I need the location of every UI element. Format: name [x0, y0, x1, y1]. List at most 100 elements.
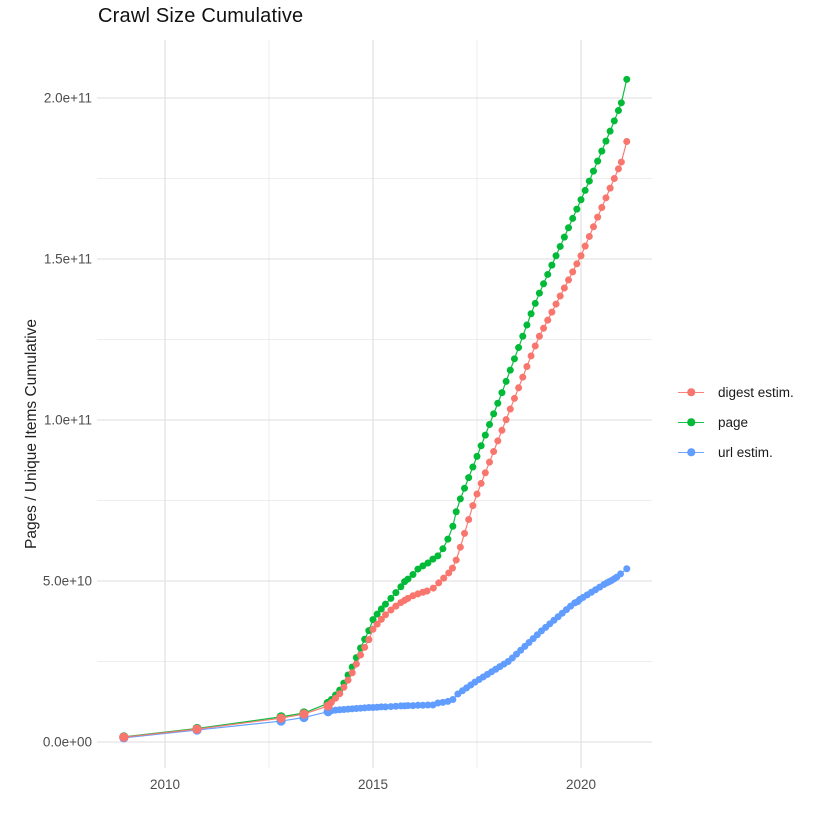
series-point-digest-estim	[192, 724, 202, 734]
series-point-page	[381, 600, 389, 608]
series-point-page	[485, 421, 493, 429]
x-tick-label: 2020	[566, 777, 596, 792]
series-point-digest-estim	[556, 292, 564, 300]
series-point-url-estim	[623, 565, 631, 573]
legend-key-dot	[687, 418, 695, 426]
series-point-digest-estim	[423, 587, 431, 595]
series-point-page	[498, 389, 506, 397]
legend-key-icon	[676, 387, 706, 397]
series-point-digest-estim	[623, 137, 631, 145]
series-point-url-estim	[381, 703, 389, 711]
series-line-page	[123, 79, 628, 738]
series-point-page	[429, 555, 437, 563]
series-line-url-estim	[123, 568, 628, 739]
series-point-page	[594, 157, 602, 165]
legend: digest estim. page url estim.	[676, 377, 794, 467]
series-point-digest-estim	[573, 260, 581, 268]
series-point-digest-estim	[565, 276, 573, 284]
series-point-digest-estim	[548, 308, 556, 316]
series-point-digest-estim	[523, 363, 531, 371]
series-point-digest-estim	[348, 669, 356, 677]
series-point-digest-estim	[602, 194, 610, 202]
series-line-digest-estim	[123, 141, 628, 738]
series-point-page	[424, 559, 432, 567]
x-tick-label: 2010	[150, 777, 180, 792]
series-point-page	[531, 299, 539, 307]
series-point-digest-estim	[485, 458, 493, 466]
series-point-digest-estim	[544, 316, 552, 324]
series-point-digest-estim	[361, 643, 369, 651]
y-tick-label: 0.0e+00	[43, 735, 92, 750]
series-point-page	[614, 107, 622, 115]
series-point-page	[515, 344, 523, 352]
series-point-page	[535, 289, 543, 297]
series-point-url-estim	[449, 695, 457, 703]
series-point-page	[456, 495, 464, 503]
series-point-page	[444, 535, 452, 543]
series-point-page	[565, 224, 573, 232]
series-point-page	[434, 552, 442, 560]
series-point-page	[548, 261, 556, 269]
series-point-digest-estim	[577, 252, 585, 260]
series-point-page	[473, 452, 481, 460]
series-point-page	[369, 616, 377, 624]
series-point-page	[540, 280, 548, 288]
series-point-digest-estim	[456, 543, 464, 551]
series-point-digest-estim	[494, 437, 502, 445]
series-point-digest-estim	[589, 223, 597, 231]
series-point-digest-estim	[481, 469, 489, 477]
series-point-page	[617, 99, 625, 107]
series-point-page	[404, 575, 412, 583]
series-point-digest-estim	[617, 158, 625, 166]
series-point-url-estim	[392, 702, 400, 710]
series-point-page	[527, 310, 535, 318]
series-point-page	[523, 321, 531, 329]
legend-key-dot	[687, 388, 695, 396]
series-point-digest-estim	[373, 620, 381, 628]
series-point-digest-estim	[352, 660, 360, 668]
legend-key-dot	[687, 448, 695, 456]
y-axis-title: Pages / Unique Items Cumulative	[23, 318, 40, 550]
series-point-digest-estim	[598, 203, 606, 211]
series-point-url-estim	[414, 701, 422, 709]
series-point-digest-estim	[340, 683, 348, 691]
series-point-page	[387, 594, 395, 602]
series-point-digest-estim	[365, 636, 373, 644]
series-point-digest-estim	[477, 479, 485, 487]
series-point-digest-estim	[299, 709, 309, 719]
chart-title: Crawl Size Cumulative	[98, 5, 304, 27]
legend-entry: digest estim.	[676, 377, 794, 407]
series-point-digest-estim	[594, 213, 602, 221]
series-point-digest-estim	[452, 556, 460, 564]
series-point-page	[481, 431, 489, 439]
series-point-digest-estim	[461, 529, 469, 537]
series-point-digest-estim	[435, 579, 443, 587]
series-point-digest-estim	[473, 490, 481, 498]
legend-key-icon	[676, 447, 706, 457]
legend-item-label: url estim.	[718, 444, 773, 460]
series-point-page	[510, 355, 518, 363]
series-point-digest-estim	[377, 615, 385, 623]
series-point-digest-estim	[535, 332, 543, 340]
series-point-page	[585, 177, 593, 185]
series-point-page	[449, 522, 457, 530]
series-point-page	[577, 196, 585, 204]
series-point-digest-estim	[581, 242, 589, 250]
series-point-digest-estim	[381, 611, 389, 619]
series-point-digest-estim	[610, 175, 618, 182]
series-point-digest-estim	[357, 651, 365, 659]
series-point-digest-estim	[498, 426, 506, 434]
series-point-digest-estim	[510, 394, 518, 402]
series-point-page	[494, 399, 502, 407]
series-point-url-estim	[409, 702, 417, 710]
series-point-page	[377, 605, 385, 613]
series-point-page	[544, 270, 552, 278]
series-point-digest-estim	[344, 676, 352, 684]
series-point-page	[581, 186, 589, 194]
series-point-page	[439, 545, 447, 553]
series-point-page	[569, 214, 577, 222]
y-tick-label: 1.0e+11	[44, 413, 92, 428]
series-point-page	[461, 484, 469, 492]
series-point-digest-estim	[332, 694, 340, 702]
